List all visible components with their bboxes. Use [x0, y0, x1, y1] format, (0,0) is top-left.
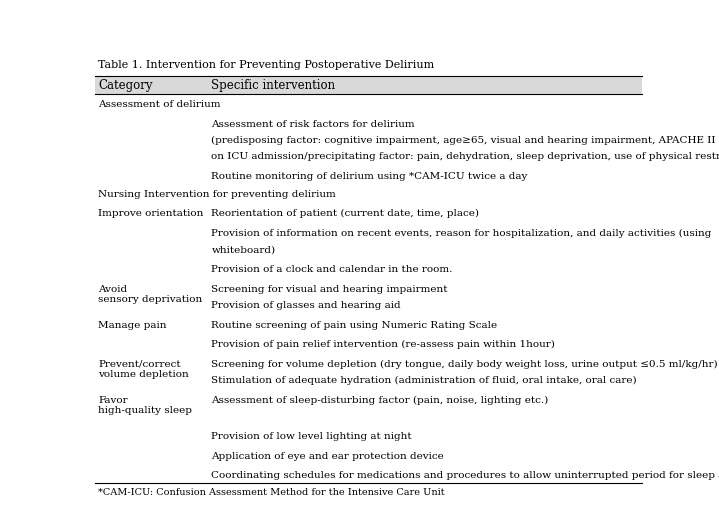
Text: Screening for visual and hearing impairment: Screening for visual and hearing impairm… [211, 284, 448, 294]
Text: Routine monitoring of delirium using *CAM-ICU twice a day: Routine monitoring of delirium using *CA… [211, 172, 528, 181]
Text: *CAM-ICU: Confusion Assessment Method for the Intensive Care Unit: *CAM-ICU: Confusion Assessment Method fo… [99, 488, 445, 497]
Text: Provision of glasses and hearing aid: Provision of glasses and hearing aid [211, 301, 401, 310]
Text: Prevent/correct
volume depletion: Prevent/correct volume depletion [99, 360, 189, 379]
Text: Reorientation of patient (current date, time, place): Reorientation of patient (current date, … [211, 209, 480, 218]
Text: Provision of pain relief intervention (re-assess pain within 1hour): Provision of pain relief intervention (r… [211, 340, 555, 349]
Text: Assessment of risk factors for delirium: Assessment of risk factors for delirium [211, 120, 415, 128]
Text: Application of eye and ear protection device: Application of eye and ear protection de… [211, 451, 444, 461]
FancyBboxPatch shape [96, 75, 641, 95]
Text: Provision of a clock and calendar in the room.: Provision of a clock and calendar in the… [211, 265, 453, 274]
Text: Improve orientation: Improve orientation [99, 209, 203, 218]
Text: Coordinating schedules for medications and procedures to allow uninterrupted per: Coordinating schedules for medications a… [211, 471, 719, 480]
Text: Assessment of delirium: Assessment of delirium [99, 100, 221, 109]
Text: (predisposing factor: cognitive impairment, age≥65, visual and hearing impairmen: (predisposing factor: cognitive impairme… [211, 136, 719, 145]
Text: Nursing Intervention for preventing delirium: Nursing Intervention for preventing deli… [99, 190, 336, 199]
Text: Table 1. Intervention for Preventing Postoperative Delirium: Table 1. Intervention for Preventing Pos… [99, 60, 434, 70]
Text: Routine screening of pain using Numeric Rating Scale: Routine screening of pain using Numeric … [211, 321, 498, 330]
Text: whiteboard): whiteboard) [211, 245, 275, 254]
Text: Provision of low level lighting at night: Provision of low level lighting at night [211, 432, 412, 441]
Text: Specific intervention: Specific intervention [211, 79, 336, 92]
Text: Screening for volume depletion (dry tongue, daily body weight loss, urine output: Screening for volume depletion (dry tong… [211, 360, 718, 369]
Text: Provision of information on recent events, reason for hospitalization, and daily: Provision of information on recent event… [211, 229, 712, 238]
Text: on ICU admission/precipitating factor: pain, dehydration, sleep deprivation, use: on ICU admission/precipitating factor: p… [211, 152, 719, 162]
Text: Manage pain: Manage pain [99, 321, 167, 330]
Text: Stimulation of adequate hydration (administration of fluid, oral intake, oral ca: Stimulation of adequate hydration (admin… [211, 376, 637, 385]
Text: Assessment of sleep-disturbing factor (pain, noise, lighting etc.): Assessment of sleep-disturbing factor (p… [211, 396, 549, 405]
Text: Avoid
sensory deprivation: Avoid sensory deprivation [99, 284, 203, 304]
Text: Category: Category [99, 79, 152, 92]
Text: Favor
high-quality sleep: Favor high-quality sleep [99, 396, 192, 415]
